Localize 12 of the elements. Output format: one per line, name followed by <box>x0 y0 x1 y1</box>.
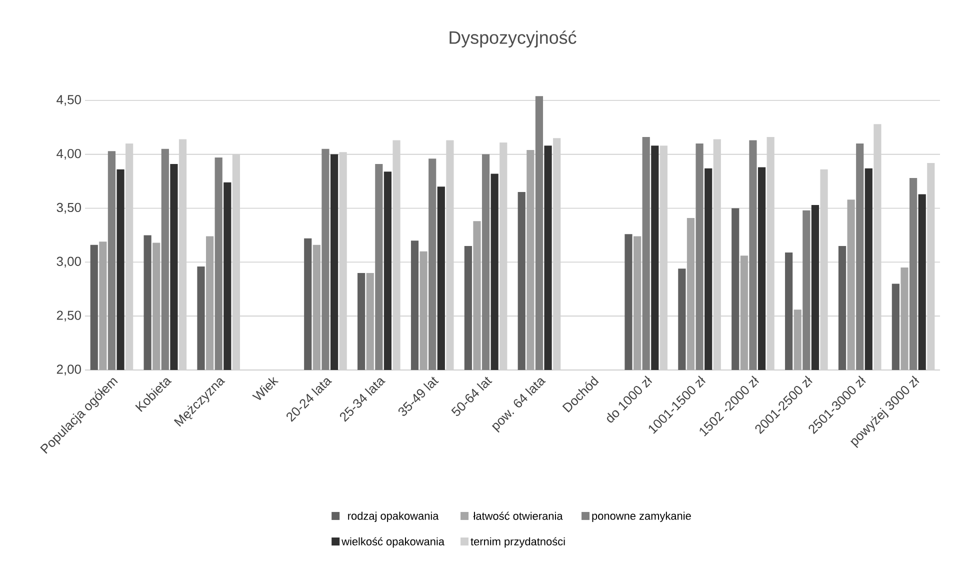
chart-title: Dyspozycyjność <box>450 30 576 48</box>
legend-label: ponowne zamykanie <box>592 512 691 522</box>
legend-label: wielkość opakowania <box>342 537 444 548</box>
legend-label: łatwość otwierania <box>473 512 563 520</box>
y-tick-label: 3,50 <box>56 202 81 214</box>
y-tick-label: 2,00 <box>56 364 81 376</box>
legend-label: rodzaj opakowania <box>348 512 439 522</box>
y-tick-label: 2,50 <box>56 310 81 322</box>
y-tick-label: 4,50 <box>56 95 81 106</box>
legend-label: ternim przydatności <box>470 537 565 548</box>
y-tick-label: 4,00 <box>56 148 81 160</box>
y-tick-label: 3,00 <box>56 256 81 268</box>
